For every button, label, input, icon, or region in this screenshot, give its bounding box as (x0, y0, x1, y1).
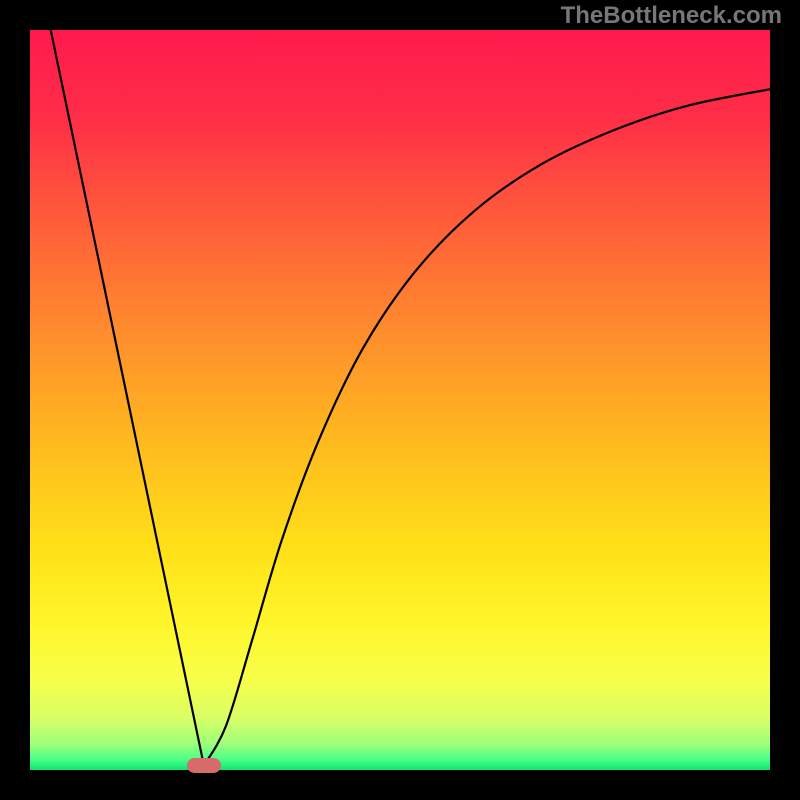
minimum-marker (187, 758, 220, 773)
bottleneck-curve (30, 30, 770, 770)
watermark-text: TheBottleneck.com (561, 2, 782, 30)
chart-container: TheBottleneck.com (0, 0, 800, 800)
plot-area (30, 30, 770, 770)
